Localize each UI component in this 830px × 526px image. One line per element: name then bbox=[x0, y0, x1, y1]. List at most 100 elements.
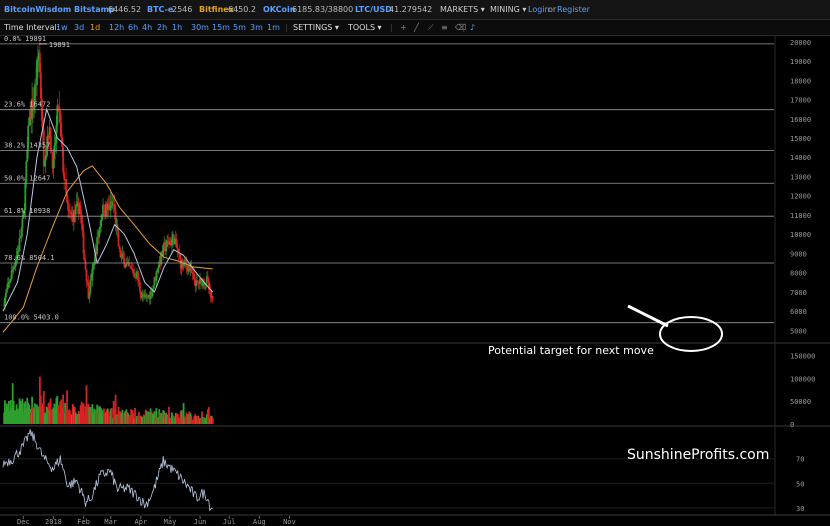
candle-body bbox=[103, 204, 105, 216]
time-tick-label: May bbox=[164, 518, 177, 526]
exchange-name-ltc-usd[interactable]: LTC/USD bbox=[355, 5, 392, 14]
exchange-name-bitstamp[interactable]: Bitstamp bbox=[74, 5, 115, 14]
settings-menu[interactable]: SETTINGS ▾ bbox=[293, 23, 339, 32]
candle-body bbox=[62, 147, 65, 173]
volume-bar bbox=[143, 415, 146, 424]
interval-3d[interactable]: 3d bbox=[74, 23, 85, 32]
fib-label: 50.0% 12647 bbox=[4, 174, 50, 182]
volume-bar bbox=[198, 418, 201, 424]
volume-bar bbox=[28, 404, 31, 424]
volume-bar bbox=[71, 404, 74, 424]
volume-bar bbox=[86, 406, 89, 424]
candle-body bbox=[30, 110, 33, 120]
exchange-name-okcoin[interactable]: OKCoin bbox=[263, 5, 296, 14]
candle-body bbox=[202, 279, 204, 286]
watermark: SunshineProfits.com bbox=[627, 447, 769, 463]
price-chart[interactable]: 0.0% 19891 23.6% 16472 38.2% 14357 50.0% 12… bbox=[0, 36, 830, 526]
interval-1h[interactable]: 1h bbox=[172, 23, 183, 32]
candle-body bbox=[211, 296, 214, 300]
candle-body bbox=[27, 125, 30, 150]
markets-menu[interactable]: MARKETS ▾ bbox=[440, 5, 485, 14]
volume-bar bbox=[155, 408, 158, 424]
candle-body bbox=[73, 210, 76, 215]
volume-bar bbox=[117, 406, 120, 424]
fibonacci-icon[interactable]: ≡ bbox=[441, 23, 448, 32]
volume-bar bbox=[25, 408, 28, 424]
volume-bar bbox=[47, 402, 50, 424]
candle-body bbox=[142, 293, 145, 297]
volume-bar bbox=[15, 404, 18, 424]
volume-bar bbox=[75, 415, 78, 424]
candle-body bbox=[23, 209, 26, 216]
mining-menu[interactable]: MINING ▾ bbox=[490, 5, 527, 14]
exchange-name-bitfinex[interactable]: Bitfinex bbox=[199, 5, 234, 14]
candle-body bbox=[125, 263, 128, 267]
candle-body bbox=[22, 215, 25, 219]
volume-bar bbox=[57, 404, 60, 424]
brand-logo[interactable]: BitcoinWisdom bbox=[4, 5, 72, 14]
time-tick-label: Jun bbox=[194, 518, 207, 526]
candle-body bbox=[112, 204, 115, 206]
volume-bar bbox=[103, 408, 105, 424]
candle-body bbox=[86, 281, 89, 283]
line-icon[interactable]: ╱ bbox=[414, 23, 419, 32]
login-link[interactable]: Login bbox=[528, 5, 550, 14]
candle-body bbox=[85, 269, 88, 282]
interval-4h[interactable]: 4h bbox=[142, 23, 153, 32]
tools-menu[interactable]: TOOLS ▾ bbox=[348, 23, 382, 32]
volume-bar bbox=[22, 411, 25, 424]
candle-body bbox=[189, 266, 192, 271]
chart-toolbar: Time Interval: 1w 3d 1d 12h 6h 4h 2h 1h … bbox=[0, 20, 830, 36]
candle-body bbox=[20, 228, 23, 238]
interval-1m[interactable]: 1m bbox=[267, 23, 280, 32]
volume-bar bbox=[50, 410, 53, 424]
volume-bar bbox=[37, 409, 39, 424]
volume-bar bbox=[131, 409, 134, 424]
candle-body bbox=[129, 266, 132, 267]
eraser-icon[interactable]: ⌫ bbox=[455, 23, 467, 32]
interval-2h[interactable]: 2h bbox=[157, 23, 168, 32]
candle-body bbox=[205, 282, 207, 284]
register-link[interactable]: Register bbox=[557, 5, 590, 14]
exchange-name-btc-e[interactable]: BTC-e bbox=[147, 5, 174, 14]
volume-bar bbox=[12, 400, 15, 424]
interval-15m[interactable]: 15m bbox=[212, 23, 230, 32]
candle-body bbox=[146, 296, 149, 298]
candle-body bbox=[102, 204, 104, 217]
candle-body bbox=[21, 218, 24, 229]
price-tick-label: 16000 bbox=[790, 116, 811, 124]
volume-bar bbox=[85, 385, 88, 424]
interval-1w[interactable]: 1w bbox=[56, 23, 68, 32]
volume-bar bbox=[146, 412, 149, 424]
volume-bar bbox=[97, 412, 100, 424]
candle-body bbox=[37, 52, 40, 60]
crosshair-icon[interactable]: + bbox=[400, 23, 407, 32]
volume-bar bbox=[106, 408, 109, 424]
fib-label: 100.0% 5403.0 bbox=[4, 314, 59, 322]
volume-bar bbox=[23, 403, 26, 424]
interval-3m[interactable]: 3m bbox=[250, 23, 263, 32]
candle-body bbox=[148, 294, 151, 299]
alert-bell-icon[interactable]: ♪ bbox=[470, 23, 476, 32]
volume-bar bbox=[118, 411, 121, 424]
interval-6h[interactable]: 6h bbox=[128, 23, 139, 32]
candle-body bbox=[87, 282, 90, 299]
candle-body bbox=[7, 281, 10, 284]
interval-1d[interactable]: 1d bbox=[90, 23, 101, 32]
candle-body bbox=[119, 249, 122, 258]
exchange-price-btc-e: 2546 bbox=[172, 5, 193, 14]
volume-bar bbox=[185, 412, 188, 424]
candle-body bbox=[173, 239, 176, 245]
volume-bar bbox=[26, 397, 29, 424]
candle-body bbox=[52, 159, 55, 169]
ray-icon[interactable]: ⟋ bbox=[428, 23, 434, 32]
volume-bar bbox=[42, 391, 45, 424]
interval-5m[interactable]: 5m bbox=[233, 23, 246, 32]
interval-30m[interactable]: 30m bbox=[191, 23, 209, 32]
candle-body bbox=[108, 205, 111, 211]
interval-12h[interactable]: 12h bbox=[109, 23, 125, 32]
candle-body bbox=[132, 269, 134, 274]
volume-bar bbox=[56, 395, 59, 424]
candle-body bbox=[49, 127, 52, 151]
candle-body bbox=[139, 291, 142, 298]
